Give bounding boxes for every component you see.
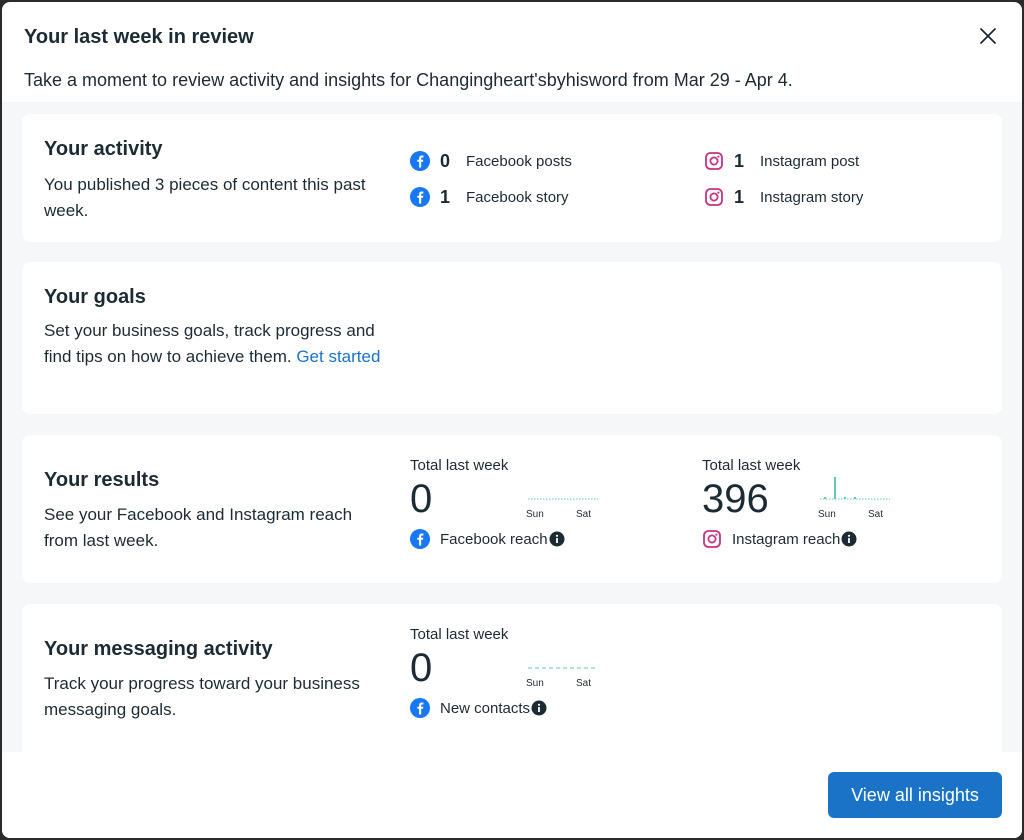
facebook-icon (410, 529, 430, 549)
new-contacts-legend: New contacts (410, 698, 547, 718)
sparkline-bar (844, 497, 846, 499)
messaging-card: Your messaging activity Track your progr… (22, 604, 1002, 752)
activity-label: Facebook posts (466, 152, 572, 170)
facebook-reach-metric: Total last week 0 Sun Sat Facebook reach (410, 457, 670, 567)
day-end-label: Sat (576, 509, 592, 520)
activity-label: Instagram post (760, 152, 860, 170)
activity-title: Your activity (44, 138, 163, 160)
legend-label: New contacts (440, 699, 531, 717)
day-end-label: Sat (576, 678, 592, 689)
dialog-title: Your last week in review (24, 26, 254, 48)
activity-count: 1 (734, 186, 745, 207)
messaging-title: Your messaging activity (44, 638, 273, 660)
activity-description: You published 3 pieces of content this p… (44, 175, 366, 220)
day-start-label: Sun (818, 509, 836, 520)
facebook-icon (410, 698, 430, 718)
metric-label: Total last week (702, 457, 801, 474)
activity-count: 0 (440, 150, 451, 171)
activity-item-facebook-story: 1 Facebook story (410, 185, 569, 209)
sparkline-bar (854, 497, 856, 499)
activity-count: 1 (440, 186, 451, 207)
instagram-icon (702, 529, 722, 549)
messaging-description: Track your progress toward your business… (44, 674, 360, 719)
dialog-footer: View all insights (2, 752, 1022, 838)
activity-label: Facebook story (466, 188, 569, 206)
day-start-label: Sun (526, 678, 544, 689)
facebook-icon (410, 187, 430, 207)
view-all-insights-button[interactable]: View all insights (828, 772, 1002, 818)
results-description: See your Facebook and Instagram reach fr… (44, 505, 353, 550)
instagram-reach-metric: Total last week 396 Sun Sat Instagram re… (702, 457, 962, 567)
get-started-link[interactable]: Get started (296, 347, 381, 366)
instagram-icon (704, 151, 724, 171)
sparkline-bar (824, 497, 826, 499)
new-contacts-metric: Total last week 0 Sun Sat New contacts (410, 626, 670, 736)
activity-item-instagram-post: 1 Instagram post (704, 149, 859, 173)
results-card: Your results See your Facebook and Insta… (22, 435, 1002, 583)
metric-value: 396 (702, 477, 769, 521)
activity-label: Instagram story (760, 188, 864, 206)
metric-value: 0 (410, 646, 433, 690)
activity-count: 1 (734, 150, 745, 171)
dialog-body: Your activity You published 3 pieces of … (2, 102, 1022, 752)
metric-label: Total last week (410, 457, 509, 474)
legend-label: Instagram reach (732, 530, 841, 548)
info-icon[interactable] (531, 700, 547, 716)
facebook-icon (410, 151, 430, 171)
info-icon[interactable] (549, 531, 565, 547)
dialog-header: Your last week in review (2, 2, 1022, 66)
goals-description: Set your business goals, track progress … (44, 318, 394, 370)
activity-item-facebook-posts: 0 Facebook posts (410, 149, 572, 173)
activity-card: Your activity You published 3 pieces of … (22, 114, 1002, 242)
metric-value: 0 (410, 477, 433, 521)
activity-item-instagram-story: 1 Instagram story (704, 185, 863, 209)
instagram-icon (704, 187, 724, 207)
close-icon[interactable] (976, 24, 1000, 48)
facebook-reach-legend: Facebook reach (410, 529, 565, 549)
goals-title: Your goals (44, 286, 146, 308)
dialog-subtitle: Take a moment to review activity and ins… (24, 70, 793, 90)
sparkline-bar (834, 477, 836, 499)
goals-description-text: Set your business goals, track progress … (44, 321, 375, 366)
instagram-reach-legend: Instagram reach (702, 529, 857, 549)
day-start-label: Sun (526, 509, 544, 520)
results-title: Your results (44, 469, 160, 491)
info-icon[interactable] (841, 531, 857, 547)
day-end-label: Sat (868, 509, 884, 520)
close-button[interactable] (976, 24, 1000, 48)
facebook-reach-sparkline (528, 498, 598, 500)
new-contacts-sparkline (528, 667, 598, 669)
metric-label: Total last week (410, 626, 509, 643)
instagram-reach-sparkline (820, 477, 890, 500)
goals-card: Your goals Set your business goals, trac… (22, 262, 1002, 414)
legend-label: Facebook reach (440, 530, 548, 548)
